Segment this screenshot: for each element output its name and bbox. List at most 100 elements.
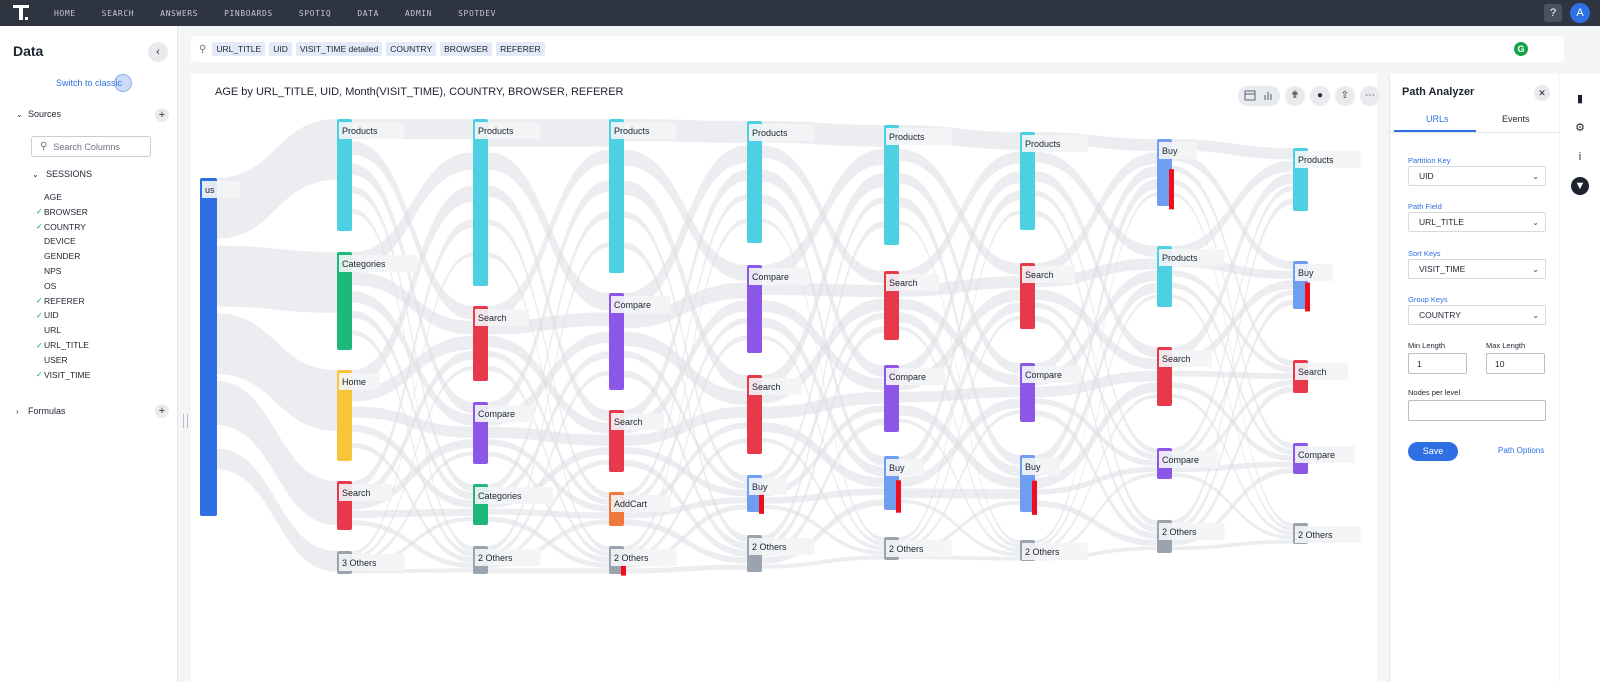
- gear-icon[interactable]: ⚙: [1575, 122, 1585, 134]
- column-item[interactable]: GENDER: [36, 251, 80, 261]
- partition-key-select[interactable]: UID ⌄: [1408, 166, 1546, 186]
- nav-spotiq[interactable]: SPOTIQ: [298, 8, 332, 18]
- sources-section[interactable]: ⌄ Sources: [16, 109, 61, 119]
- info-icon[interactable]: i: [1578, 151, 1582, 163]
- share-icon[interactable]: ⇧: [1335, 86, 1355, 106]
- column-item[interactable]: URL: [36, 325, 61, 335]
- sankey-node-label: Categories: [478, 491, 522, 501]
- chevron-left-icon[interactable]: ‹: [148, 42, 168, 62]
- chevron-down-icon: ⌄: [1532, 264, 1539, 274]
- sankey-flow: [624, 242, 747, 542]
- sankey-node[interactable]: [337, 119, 352, 231]
- add-formula-button[interactable]: +: [155, 404, 169, 418]
- column-item[interactable]: OS: [36, 281, 56, 291]
- sankey-node-label: Search: [342, 488, 371, 498]
- pin-icon[interactable]: ✟: [1285, 86, 1305, 106]
- sankey-node[interactable]: [1020, 132, 1035, 230]
- sankey-flow: [488, 242, 609, 552]
- thoughtspot-logo[interactable]: [10, 4, 32, 22]
- sankey-node-label: Home: [342, 377, 366, 387]
- check-icon: ✓: [36, 296, 43, 306]
- search-columns-input[interactable]: ⚲ Search Columns: [31, 136, 151, 157]
- sankey-node-label-bg: [749, 478, 787, 495]
- search-token[interactable]: URL_TITLE: [212, 42, 266, 56]
- sankey-node-label: Products: [478, 126, 514, 136]
- column-item[interactable]: ✓ UID: [36, 310, 59, 320]
- column-item[interactable]: ✓ BROWSER: [36, 207, 88, 217]
- sankey-node[interactable]: [337, 370, 352, 461]
- nav-answers[interactable]: ANSWERS: [160, 8, 199, 18]
- sankey-node-label-bg: [1295, 526, 1361, 543]
- sankey-node[interactable]: [337, 252, 352, 350]
- sankey-node-label-bg: [339, 255, 417, 272]
- filter-icon[interactable]: ▼: [1571, 177, 1589, 195]
- nodes-per-level-input[interactable]: [1408, 400, 1546, 421]
- search-token[interactable]: VISIT_TIME detailed: [295, 42, 383, 56]
- search-token[interactable]: BROWSER: [440, 42, 493, 56]
- close-icon[interactable]: ✕: [1534, 85, 1550, 101]
- sort-keys-label: Sort Keys: [1408, 249, 1441, 258]
- column-item[interactable]: NPS: [36, 266, 61, 276]
- column-item[interactable]: DEVICE: [36, 236, 76, 246]
- chart-table-toggle[interactable]: [1238, 86, 1280, 106]
- tab-events[interactable]: Events: [1502, 114, 1530, 124]
- add-source-button[interactable]: +: [155, 108, 169, 122]
- sankey-node[interactable]: [609, 293, 624, 390]
- sankey-flow: [488, 459, 609, 563]
- search-bar[interactable]: ⚲ URL_TITLE UID VISIT_TIME detailed COUN…: [191, 36, 1564, 62]
- search-token[interactable]: COUNTRY: [386, 42, 437, 56]
- column-item[interactable]: ✓ URL_TITLE: [36, 340, 89, 350]
- nav-pinboards[interactable]: PINBOARDS: [224, 8, 273, 18]
- sankey-flow: [624, 317, 747, 505]
- formulas-section[interactable]: › Formulas: [16, 406, 66, 416]
- partition-key-label: Partition Key: [1408, 156, 1451, 165]
- sankey-flow: [1172, 386, 1293, 540]
- sankey-flow: [352, 424, 473, 508]
- column-item[interactable]: ✓ VISIT_TIME: [36, 370, 90, 380]
- cursor-highlight: [114, 74, 132, 92]
- min-length-input[interactable]: 1: [1408, 353, 1467, 374]
- column-item[interactable]: ✓ COUNTRY: [36, 222, 86, 232]
- top-nav-bar: HOME SEARCH ANSWERS PINBOARDS SPOTIQ DAT…: [0, 0, 1600, 26]
- sankey-node[interactable]: [200, 178, 217, 516]
- user-avatar[interactable]: A: [1570, 3, 1590, 23]
- nav-spotdev[interactable]: SPOTDEV: [458, 8, 497, 18]
- search-token[interactable]: UID: [269, 42, 292, 56]
- sankey-node-label: Search: [1298, 367, 1327, 377]
- chevron-down-icon: ⌄: [1532, 217, 1539, 227]
- sankey-node[interactable]: [473, 119, 488, 286]
- sankey-node[interactable]: [884, 125, 899, 245]
- search-token[interactable]: REFERER: [496, 42, 545, 56]
- path-field-select[interactable]: URL_TITLE ⌄: [1408, 212, 1546, 232]
- tab-urls[interactable]: URLs: [1426, 114, 1449, 124]
- bar-chart-icon[interactable]: ▮: [1576, 93, 1584, 105]
- nav-admin[interactable]: ADMIN: [405, 8, 433, 18]
- sankey-node[interactable]: [609, 119, 624, 273]
- sankey-flow: [352, 439, 473, 510]
- sort-keys-select[interactable]: VISIT_TIME ⌄: [1408, 259, 1546, 279]
- group-keys-select[interactable]: COUNTRY ⌄: [1408, 305, 1546, 325]
- switch-to-classic-link[interactable]: Switch to classic: [56, 78, 123, 88]
- nav-home[interactable]: HOME: [54, 8, 76, 18]
- path-options-link[interactable]: Path Options: [1498, 446, 1545, 455]
- panel-resize-handle[interactable]: [183, 414, 188, 428]
- column-item[interactable]: ✓ REFERER: [36, 296, 85, 306]
- sankey-node[interactable]: [747, 121, 762, 243]
- sankey-node-label: Buy: [1298, 268, 1314, 278]
- column-item[interactable]: AGE: [36, 192, 62, 202]
- sankey-flow: [899, 398, 1020, 488]
- column-item[interactable]: USER: [36, 355, 68, 365]
- sankey-node[interactable]: [747, 265, 762, 353]
- nav-data[interactable]: DATA: [357, 8, 380, 18]
- sankey-node-label-bg: [749, 538, 815, 555]
- sankey-flow: [1035, 282, 1157, 477]
- lightbulb-icon[interactable]: ●: [1310, 86, 1330, 106]
- nav-search[interactable]: SEARCH: [101, 8, 135, 18]
- table-sessions[interactable]: ⌄ SESSIONS: [32, 169, 92, 179]
- grammarly-icon[interactable]: G: [1514, 42, 1528, 56]
- save-button[interactable]: Save: [1408, 442, 1458, 461]
- sankey-node-label-bg: [475, 122, 541, 139]
- help-button[interactable]: ?: [1544, 4, 1562, 22]
- max-length-input[interactable]: 10: [1486, 353, 1545, 374]
- more-options-icon[interactable]: ⋯: [1360, 86, 1380, 106]
